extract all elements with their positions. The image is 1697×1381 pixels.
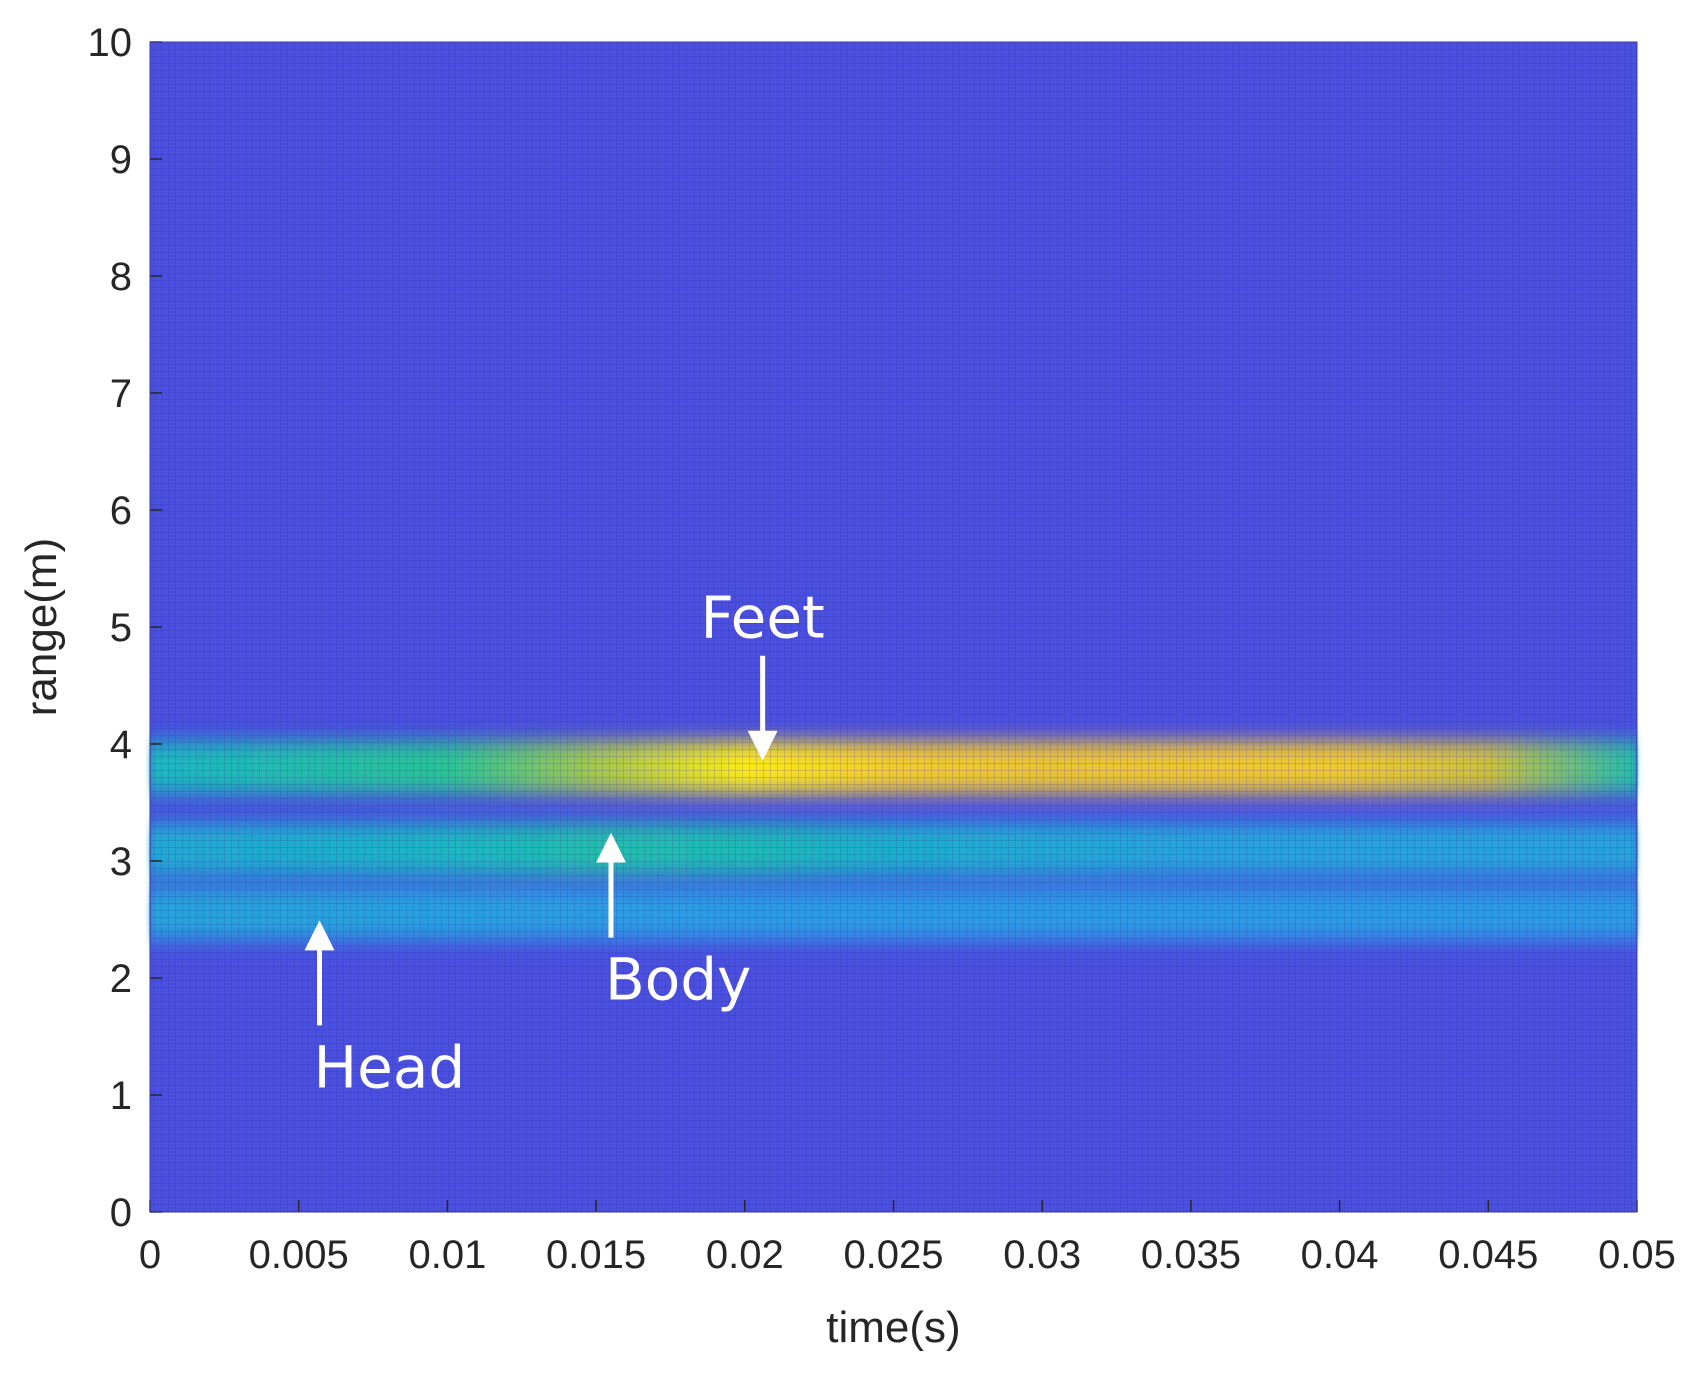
annotation-body: Body [595, 832, 751, 1014]
y-tick-label: 7 [110, 372, 132, 416]
annotation-feet: Feet [700, 584, 825, 761]
y-axis-label: range(m) [17, 538, 66, 717]
annotation-label: Feet [700, 584, 824, 652]
x-tick-label: 0.01 [408, 1233, 486, 1277]
y-tick-label: 2 [110, 957, 132, 1001]
x-axis-ticks: 0 0.005 0.01 0.015 0.02 0.025 0.03 0.035 0.04 0.0… [139, 1200, 1676, 1277]
annotation-label: Body [605, 946, 751, 1014]
x-tick-label: 0.02 [706, 1233, 784, 1277]
annotations: Feet Body Head [304, 584, 825, 1101]
annotation-head: Head [304, 920, 466, 1101]
grid-overlay [150, 42, 1637, 1212]
y-tick-label: 10 [88, 21, 133, 65]
x-tick-label: 0 [139, 1233, 161, 1277]
x-tick-label: 0.03 [1003, 1233, 1081, 1277]
y-tick-label: 1 [110, 1074, 132, 1118]
x-tick-label: 0.04 [1301, 1233, 1379, 1277]
x-tick-label: 0.045 [1438, 1233, 1538, 1277]
x-tick-label: 0.015 [546, 1233, 646, 1277]
plot-frame [149, 41, 1638, 1213]
y-tick-label: 6 [110, 489, 132, 533]
y-tick-label: 4 [110, 723, 132, 767]
x-tick-label: 0.025 [843, 1233, 943, 1277]
y-tick-label: 0 [110, 1191, 132, 1235]
x-tick-label: 0.05 [1598, 1233, 1676, 1277]
x-tick-label: 0.035 [1141, 1233, 1241, 1277]
y-tick-label: 8 [110, 255, 132, 299]
y-tick-label: 3 [110, 840, 132, 884]
y-tick-label: 9 [110, 138, 132, 182]
x-tick-label: 0.005 [249, 1233, 349, 1277]
x-axis-label: time(s) [826, 1303, 960, 1352]
y-tick-label: 5 [110, 606, 132, 650]
y-axis-ticks: 0 1 2 3 4 5 6 7 8 9 10 [88, 21, 162, 1235]
annotation-label: Head [314, 1033, 466, 1101]
